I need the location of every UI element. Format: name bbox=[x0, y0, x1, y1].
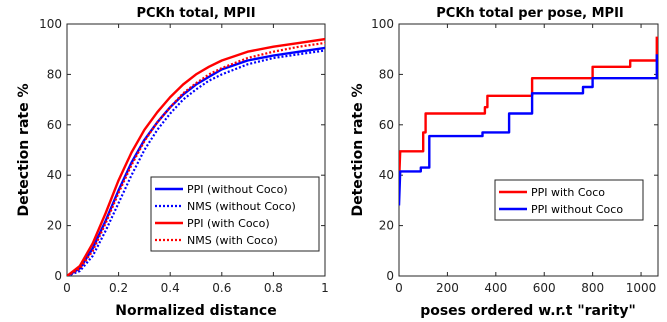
series-line-2 bbox=[67, 37, 325, 276]
legend-entry: NMS (with Coco) bbox=[187, 234, 278, 247]
legend-entry: NMS (without Coco) bbox=[187, 200, 296, 213]
y-tick-label: 100 bbox=[371, 17, 394, 31]
x-tick-label: 1 bbox=[321, 281, 329, 295]
y-tick-label: 0 bbox=[386, 269, 394, 283]
series-line-1 bbox=[67, 49, 325, 276]
x-tick-label: 400 bbox=[484, 281, 507, 295]
y-tick-label: 20 bbox=[379, 219, 394, 233]
x-axis-label: Normalized distance bbox=[115, 303, 276, 319]
axes-frame bbox=[398, 23, 659, 277]
legend: PPI with Coco PPI without Coco bbox=[494, 179, 644, 221]
x-tick-label: 0 bbox=[395, 281, 403, 295]
legend: PPI (without Coco) NMS (without Coco) PPI … bbox=[150, 176, 320, 252]
y-axis-label: Detection rate % bbox=[16, 84, 32, 217]
y-axis-label: Detection rate % bbox=[350, 84, 366, 217]
x-tick-label: 0 bbox=[63, 281, 71, 295]
legend-entry: PPI (without Coco) bbox=[187, 183, 288, 196]
x-tick-label: 200 bbox=[436, 281, 459, 295]
legend-entry: PPI with Coco bbox=[531, 186, 605, 199]
series-line-3 bbox=[67, 41, 325, 276]
chart-title: PCKh total, MPII bbox=[136, 6, 255, 21]
legend-entry: PPI (with Coco) bbox=[187, 217, 270, 230]
x-tick-label: 0.8 bbox=[264, 281, 283, 295]
y-tick-label: 40 bbox=[47, 168, 62, 182]
x-tick-label: 1000 bbox=[626, 281, 657, 295]
y-tick-label: 60 bbox=[47, 118, 62, 132]
y-tick-label: 80 bbox=[379, 67, 394, 81]
x-tick-label: 800 bbox=[581, 281, 604, 295]
y-tick-label: 0 bbox=[54, 269, 62, 283]
y-tick-label: 40 bbox=[379, 168, 394, 182]
y-tick-label: 80 bbox=[47, 67, 62, 81]
chart-title: PCKh total per pose, MPII bbox=[436, 6, 624, 21]
legend-box bbox=[494, 179, 644, 221]
plot-area: 0 20 40 60 80 100 0 0.2 0.4 0.6 0.8 1 bbox=[39, 17, 329, 295]
x-tick-label: 0.4 bbox=[161, 281, 180, 295]
y-tick-label: 100 bbox=[39, 17, 62, 31]
y-tick-label: 60 bbox=[379, 118, 394, 132]
y-tick-label: 20 bbox=[47, 219, 62, 233]
series-line-0 bbox=[399, 36, 658, 183]
x-tick-label: 0.6 bbox=[212, 281, 231, 295]
series-line-1 bbox=[399, 54, 658, 206]
x-axis-label: poses ordered w.r.t "rarity" bbox=[420, 303, 636, 319]
x-tick-label: 0.2 bbox=[109, 281, 128, 295]
x-tick-label: 600 bbox=[533, 281, 556, 295]
legend-entry: PPI without Coco bbox=[531, 203, 623, 216]
